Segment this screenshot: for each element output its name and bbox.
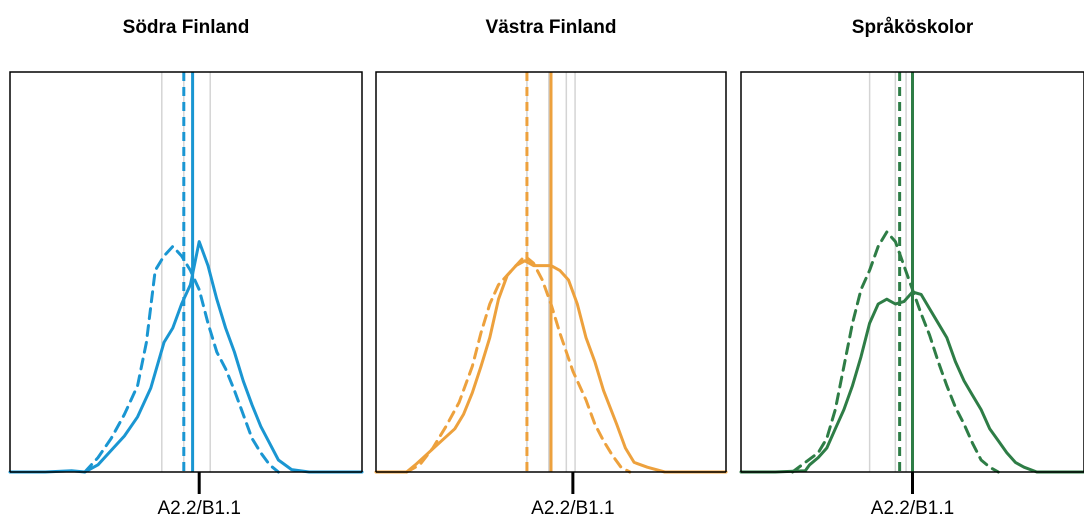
solid-density-curve (8, 240, 364, 474)
dashed-density-curve (83, 244, 280, 474)
x-tick-label: A2.2/B1.1 (531, 498, 614, 519)
panel-title: Södra Finland (123, 17, 250, 38)
panel-3: Språköskolor A2.2/B1.1 (739, 17, 1084, 519)
x-tick-label: A2.2/B1.1 (157, 498, 240, 519)
dashed-density-curve (791, 230, 1000, 474)
panel-title: Västra Finland (486, 17, 617, 38)
panel-title: Språköskolor (852, 17, 974, 38)
panel-frame (9, 71, 363, 472)
panel-2: Västra Finland A2.2/B1.1 (374, 17, 728, 519)
dashed-density-curve (405, 254, 632, 474)
panel-1: Södra Finland A2.2/B1.1 (8, 17, 364, 519)
panel-frame (740, 71, 1084, 472)
panel-frame (375, 71, 727, 472)
x-tick-label: A2.2/B1.1 (871, 498, 954, 519)
